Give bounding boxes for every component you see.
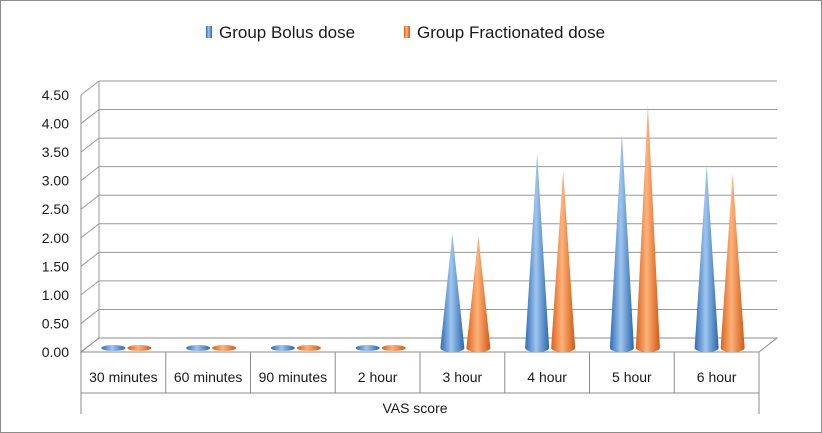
- gridline-depth: [80, 166, 100, 182]
- y-tick-label: 1.50: [42, 258, 69, 274]
- gridline-depth: [80, 80, 100, 96]
- legend-label: Group Fractionated dose: [417, 23, 605, 42]
- category-axis-table: [80, 352, 760, 414]
- gridline-depth: [80, 280, 100, 296]
- x-tick-label: 3 hour: [443, 369, 483, 385]
- y-tick-label: 4.00: [42, 116, 69, 132]
- y-axis-tick-labels: 0.00 0.50 1.00 1.50 2.00 2.50 3.00 3.50 4.00 4.50: [42, 87, 69, 360]
- y-tick-label: 1.00: [42, 287, 69, 303]
- y-tick-label: 0.00: [42, 344, 69, 360]
- cone-base-zero: [127, 345, 152, 351]
- cone-body: [694, 165, 719, 352]
- legend-item: Group Fractionated dose: [404, 23, 605, 42]
- y-tick-label: 3.00: [42, 173, 69, 189]
- cone-base-zero: [212, 345, 237, 351]
- cone-body: [635, 105, 660, 352]
- legend-swatch: [404, 26, 410, 38]
- cone-bar: [635, 105, 660, 352]
- x-tick-label: 60 minutes: [174, 369, 242, 385]
- cone-base-zero: [381, 345, 406, 351]
- cone-bar: [609, 133, 634, 352]
- cone-bar: [186, 345, 211, 351]
- cone-bars: [101, 105, 745, 352]
- cone-body: [466, 236, 491, 352]
- cone-body: [440, 233, 465, 352]
- legend-swatch: [206, 26, 212, 38]
- gridline-depth: [80, 109, 100, 124]
- gridlines: [80, 80, 777, 353]
- y-tick-label: 4.50: [42, 87, 69, 103]
- legend-item: Group Bolus dose: [206, 23, 355, 42]
- cone-body: [525, 153, 550, 352]
- x-tick-label: 90 minutes: [259, 369, 327, 385]
- axes: [79, 81, 779, 353]
- cone-bar: [525, 153, 550, 352]
- cone-bar: [551, 170, 576, 352]
- cone-bar: [296, 345, 321, 351]
- x-tick-label: 2 hour: [358, 369, 398, 385]
- cone-body: [609, 133, 634, 352]
- floor-plane: [79, 337, 779, 353]
- cone-base-zero: [101, 345, 126, 351]
- x-axis-title: VAS score: [382, 400, 447, 416]
- cone-bar: [127, 345, 152, 351]
- gridline-depth: [80, 137, 100, 153]
- gridline-depth: [80, 309, 100, 324]
- cone-base-zero: [296, 345, 321, 351]
- cone-base-zero: [355, 345, 380, 351]
- legend: Group Bolus dose Group Fractionated dose: [206, 23, 605, 42]
- cone-bar: [381, 345, 406, 351]
- x-tick-label: 4 hour: [527, 369, 567, 385]
- gridline-depth: [80, 194, 100, 210]
- legend-label: Group Bolus dose: [219, 23, 355, 42]
- gridline-depth: [80, 251, 100, 267]
- y-tick-label: 2.00: [42, 230, 69, 246]
- cone-bar: [466, 236, 491, 352]
- cone-bar: [212, 345, 237, 351]
- x-tick-label: 5 hour: [612, 369, 652, 385]
- cone-body: [551, 170, 576, 352]
- cone-bar: [355, 345, 380, 351]
- cone-bar: [101, 345, 126, 351]
- cone-body: [720, 173, 745, 352]
- y-tick-label: 0.50: [42, 315, 69, 331]
- y-tick-label: 2.50: [42, 201, 69, 217]
- cone-bar: [720, 173, 745, 352]
- x-tick-label: 6 hour: [697, 369, 737, 385]
- gridline-depth: [80, 223, 100, 239]
- y-tick-label: 3.50: [42, 144, 69, 160]
- x-axis-tick-labels: 30 minutes 60 minutes 90 minutes 2 hour 3 ho…: [89, 369, 737, 385]
- cone-base-zero: [270, 345, 295, 351]
- x-tick-label: 30 minutes: [89, 369, 157, 385]
- cone-bar: [694, 165, 719, 352]
- cone-bar: [440, 233, 465, 352]
- cone-bar: [270, 345, 295, 351]
- cone-base-zero: [186, 345, 211, 351]
